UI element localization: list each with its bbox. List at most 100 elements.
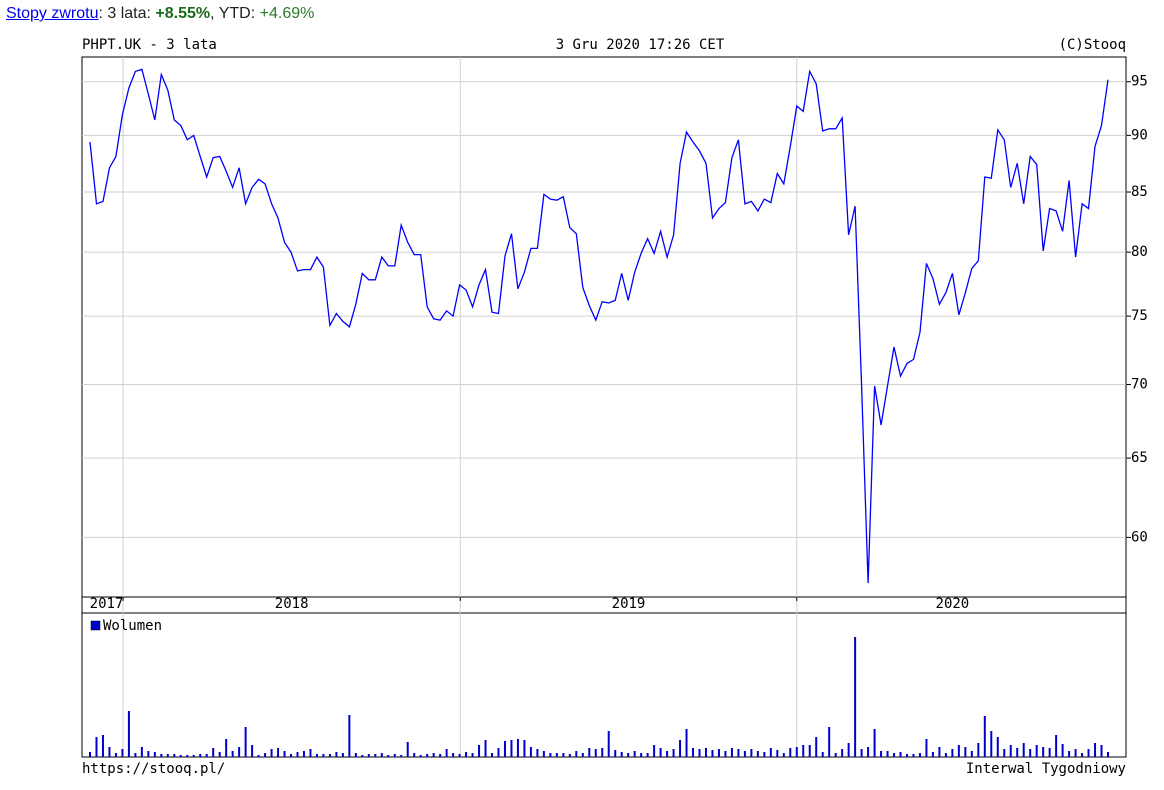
volume-bar: [218, 752, 221, 757]
volume-bar: [315, 754, 318, 757]
volume-bar: [854, 637, 857, 757]
volume-bar: [795, 747, 798, 757]
volume-bar: [478, 745, 481, 757]
volume-bar: [341, 753, 344, 757]
interval-note: Interwal Tygodniowy: [966, 761, 1126, 777]
volume-bar: [1074, 749, 1077, 757]
volume-bar: [951, 749, 954, 757]
volume-bar: [575, 751, 578, 757]
volume-bar: [685, 729, 688, 757]
volume-bar: [238, 747, 241, 757]
volume-bar: [257, 755, 260, 757]
source: https://stooq.pl/: [82, 761, 225, 777]
volume-bar: [400, 755, 403, 757]
volume-bar: [549, 753, 552, 757]
y-tick-label: 65: [1131, 450, 1148, 466]
volume-bar: [1055, 735, 1058, 757]
volume-bar: [426, 754, 429, 757]
volume-bar: [244, 727, 247, 757]
volume-bar: [601, 748, 604, 757]
volume-bar: [724, 751, 727, 757]
volume-bar: [432, 753, 435, 757]
volume-bar: [899, 752, 902, 757]
chart-date: 3 Gru 2020 17:26 CET: [556, 37, 725, 53]
period-label: : 3 lata:: [98, 5, 156, 22]
volume-bar: [841, 749, 844, 757]
volume-bar: [990, 731, 993, 757]
price-line: [89, 68, 1109, 584]
volume-bar: [95, 737, 98, 757]
volume-bar: [510, 740, 513, 757]
volume-bar: [672, 749, 675, 757]
volume-bar: [763, 752, 766, 757]
year-label: 2020: [936, 596, 970, 612]
y-tick-label: 90: [1131, 127, 1148, 143]
y-tick-label: 80: [1131, 244, 1148, 260]
volume-bar: [529, 747, 532, 757]
volume-bar: [912, 754, 915, 757]
volume-bar: [186, 755, 189, 757]
volume-bar: [996, 737, 999, 757]
volume-bar: [1042, 747, 1045, 757]
volume-bar: [847, 743, 850, 757]
volume-bar: [140, 747, 143, 757]
volume-bar: [977, 743, 980, 757]
volume-bar: [653, 745, 656, 757]
volume-bar: [445, 749, 448, 757]
volume-bar: [1003, 749, 1006, 757]
volume-bar: [114, 753, 117, 757]
volume-bar: [465, 752, 468, 757]
volume-bar: [173, 754, 176, 757]
volume-bar: [536, 749, 539, 757]
volume-bar: [134, 753, 137, 757]
volume-bar: [471, 753, 474, 757]
volume-bar: [594, 749, 597, 757]
volume-bar: [750, 749, 753, 757]
volume-bar: [1107, 752, 1109, 757]
year-label: 2019: [612, 596, 646, 612]
period-return: +8.55%: [155, 5, 211, 22]
volume-panel: [81, 612, 1127, 758]
volume-bar: [717, 749, 720, 757]
y-tick-label: 75: [1131, 308, 1148, 324]
volume-bar: [867, 747, 870, 757]
volume-bar: [406, 742, 409, 757]
volume-bar: [776, 750, 779, 757]
volume-bar: [283, 751, 286, 757]
volume-bar: [335, 752, 338, 757]
volume-bar: [309, 749, 312, 757]
volume-bar: [452, 753, 455, 757]
volume-bar: [1068, 751, 1071, 757]
volume-bar: [679, 740, 682, 757]
returns-link[interactable]: Stopy zwrotu: [6, 5, 99, 22]
volume-bar: [484, 740, 487, 757]
volume-bar: [789, 748, 792, 757]
returns-header: Stopy zwrotu: 3 lata: +8.55%, YTD: +4.69…: [6, 5, 314, 23]
volume-bar: [925, 739, 928, 757]
volume-bar: [815, 737, 818, 757]
volume-bar: [413, 753, 416, 757]
volume-bar: [711, 750, 714, 757]
volume-bar: [1087, 749, 1090, 757]
volume-bar: [588, 748, 591, 757]
volume-bar: [393, 754, 396, 757]
y-tick-label: 70: [1131, 377, 1148, 393]
volume-bar: [270, 749, 273, 757]
y-tick-label: 85: [1131, 184, 1148, 200]
legend-swatch: [90, 620, 101, 631]
volume-bar: [1022, 743, 1025, 757]
volume-bar: [101, 735, 104, 757]
volume-bar: [328, 754, 331, 757]
volume-bar: [439, 754, 442, 757]
volume-bar: [905, 754, 908, 757]
volume-bar: [568, 754, 571, 757]
y-tick-label: 60: [1131, 529, 1148, 545]
volume-bar: [179, 755, 182, 757]
volume-bar: [380, 753, 383, 757]
volume-bar: [199, 754, 202, 757]
volume-bar: [127, 711, 130, 757]
volume-bar: [147, 751, 150, 757]
volume-bar: [620, 752, 623, 757]
volume-bar: [108, 747, 111, 757]
